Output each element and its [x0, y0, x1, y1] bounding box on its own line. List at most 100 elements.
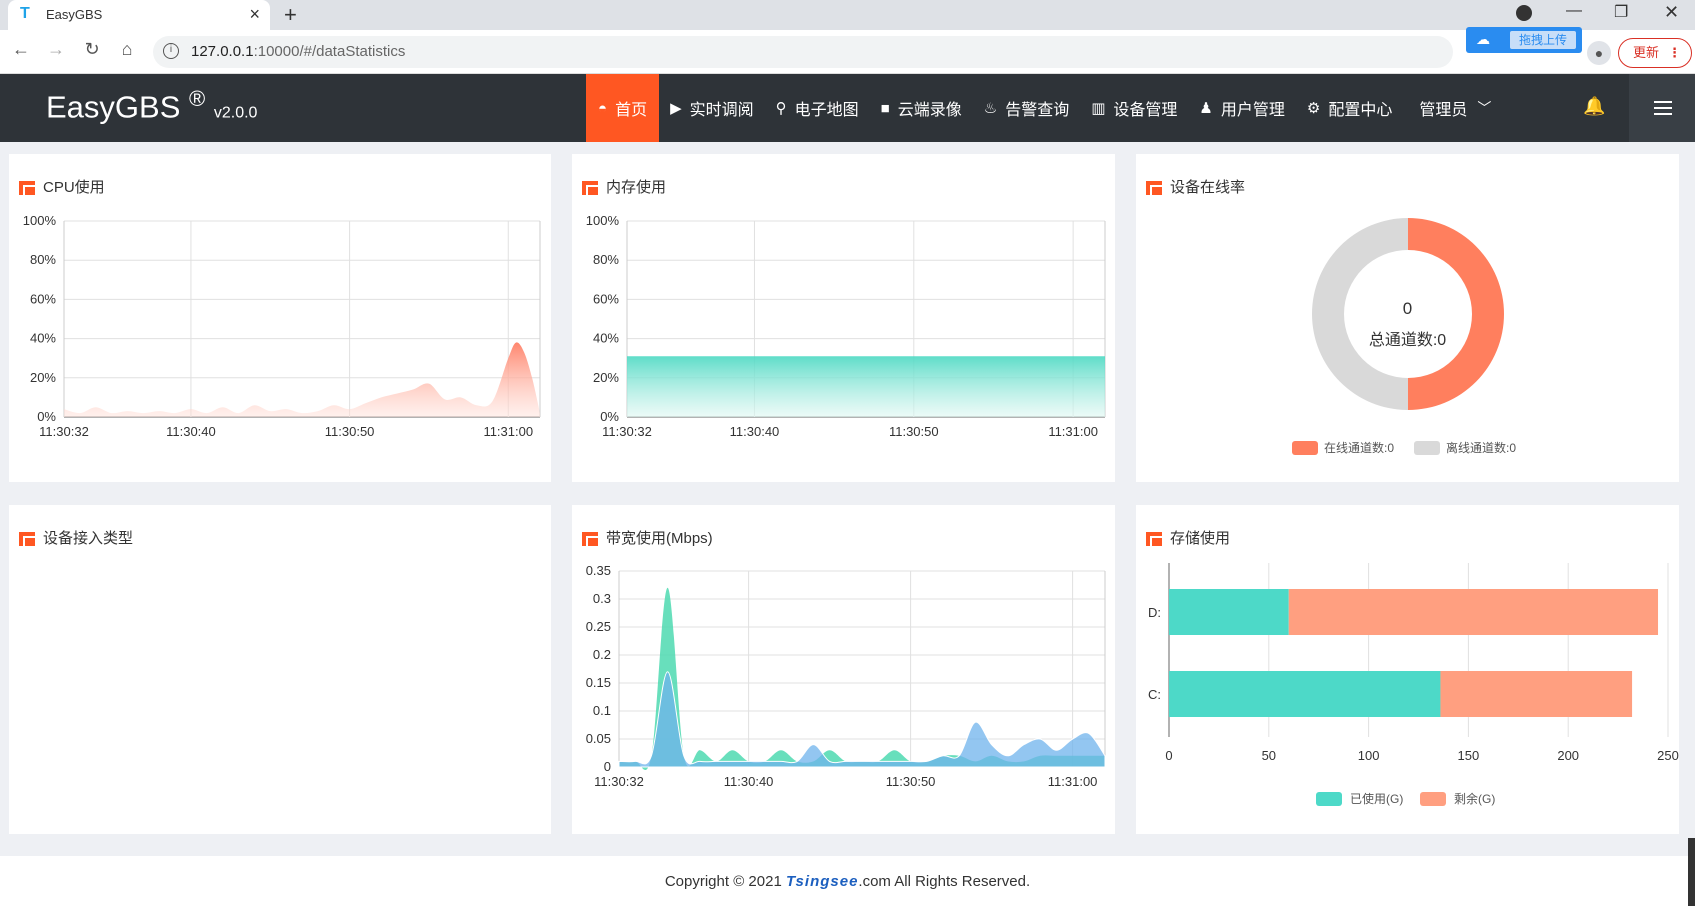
scrollbar-thumb[interactable] [1688, 838, 1695, 906]
nav-label: 首页 [615, 102, 648, 119]
cpu-chart: 0% 20% 40% 60% 80% 100% 11:30:32 11:30:40 11:30:… [23, 213, 541, 439]
y-tick-label: 0.2 [593, 647, 611, 662]
memory-title: 内存使用 [606, 179, 667, 196]
storage-title: 存储使用 [1170, 530, 1231, 547]
y-tick-label: 0 [604, 759, 611, 774]
nav-live-view[interactable]: ▶ 实时调阅 [659, 74, 765, 142]
offline-slice [1312, 218, 1408, 410]
legend-label: 离线通道数:0 [1446, 440, 1516, 455]
x-tick-label: 100 [1358, 748, 1380, 763]
y-tick-label: 60% [593, 291, 619, 306]
device-icon: ▥ [1091, 100, 1106, 117]
close-tab-icon[interactable]: × [249, 4, 260, 24]
nav-home[interactable]: ◓ 首页 [586, 74, 660, 142]
restore-icon[interactable]: ❐ [1614, 4, 1629, 21]
hamburger-menu-button[interactable] [1629, 74, 1695, 142]
x-tick-label: 0 [1165, 748, 1172, 763]
profile-menu-icon[interactable] [1516, 5, 1532, 21]
y-tick-label: 0.3 [593, 591, 611, 606]
nav-map[interactable]: ⚲ 电子地图 [765, 74, 870, 142]
x-tick-label: 11:30:32 [594, 774, 644, 789]
forward-icon[interactable]: → [47, 39, 65, 59]
update-button[interactable]: 更新 ⋮ [1618, 38, 1692, 68]
remaining-bar [1440, 671, 1633, 717]
copyright-text: Copyright © 2021 Tsingsee.com All Rights… [0, 873, 1695, 890]
nav-label: 用户管理 [1220, 102, 1285, 119]
browser-toolbar: ← → ↻ ⌂ i 127.0.0.1:10000/#/dataStatisti… [0, 30, 1695, 74]
nav-label: 配置中心 [1328, 102, 1393, 119]
y-tick-label: 0.1 [593, 703, 611, 718]
online-rate-panel: 设备在线率 在线通道数:0 离线通道数:0 0 总通道数:0 [1136, 154, 1679, 482]
home-icon[interactable]: ⌂ [121, 39, 133, 59]
app-logo[interactable]: EasyGBS ® v2.0.0 [46, 86, 257, 125]
app-version: v2.0.0 [213, 104, 258, 122]
chevron-down-icon: ﹀ [1477, 100, 1492, 116]
nav-config-center[interactable]: ⚙ 配置中心 [1296, 74, 1403, 142]
easygbs-favicon-icon: T [20, 5, 30, 22]
address-bar[interactable]: i 127.0.0.1:10000/#/dataStatistics [153, 36, 1453, 68]
nav-device-management[interactable]: ▥ 设备管理 [1080, 74, 1188, 142]
nav-label: 电子地图 [794, 102, 859, 119]
x-tick-label: 11:30:50 [325, 424, 375, 439]
nav-alarm-query[interactable]: ♨ 告警查询 [973, 74, 1080, 142]
x-tick-label: 11:30:40 [166, 424, 216, 439]
panel-title-icon [582, 179, 598, 195]
brand-logo[interactable]: Tsingsee [785, 873, 859, 890]
y-tick-label: 0.35 [586, 563, 611, 578]
user-icon: ♟ [1199, 100, 1213, 117]
new-tab-icon[interactable]: + [284, 2, 297, 27]
bell-icon[interactable]: 🔔 [1583, 96, 1606, 116]
cpu-panel: CPU使用 0% 20% 40% 60% 80% 100% 11:30:32 11:30:40… [9, 154, 551, 482]
user-menu[interactable]: 管理员 ﹀ [1403, 74, 1502, 142]
back-icon[interactable]: ← [12, 39, 30, 59]
panel-title: 存储使用 [1146, 527, 1230, 548]
reload-icon[interactable]: ↻ [84, 39, 100, 59]
bandwidth-chart: 0 0.05 0.1 0.15 0.2 0.25 0.3 0.35 11:30:32 11:30:… [586, 563, 1106, 789]
panel-title-icon [19, 179, 35, 195]
legend-swatch [1292, 441, 1318, 455]
browser-tab-strip: T EasyGBS × + — ❐ ✕ [0, 0, 1695, 30]
cpu-area [64, 342, 540, 417]
storage-panel: 存储使用 0 50 100 150 200 250 D: C: 已使用(G) 剩余(G) [1136, 505, 1679, 834]
nav-cloud-recording[interactable]: ■ 云端录像 [870, 74, 973, 142]
used-bar [1169, 589, 1289, 635]
y-tick-label: 0% [37, 409, 56, 424]
copyright-suffix: .com All Rights Reserved. [858, 873, 1031, 890]
panel-title-icon [1146, 179, 1162, 195]
x-tick-label: 11:30:32 [602, 424, 652, 439]
x-tick-label: 11:30:32 [39, 424, 89, 439]
panel-title: 设备接入类型 [19, 527, 133, 548]
window-close-icon[interactable]: ✕ [1664, 2, 1680, 22]
nav-label: 云端录像 [897, 102, 962, 119]
legend-label: 已使用(G) [1350, 791, 1403, 806]
memory-chart: 0% 20% 40% 60% 80% 100% 11:30:32 11:30:40 11:30:… [586, 213, 1106, 439]
upload-extension-label: 拖拽上传 [1510, 31, 1576, 49]
access-type-title: 设备接入类型 [43, 530, 134, 547]
menu-bar [1654, 107, 1672, 109]
x-tick-label: 11:30:50 [889, 424, 939, 439]
menu-bar [1654, 113, 1672, 115]
x-tick-label: 150 [1458, 748, 1480, 763]
site-info-icon[interactable]: i [163, 43, 179, 59]
online-slice [1408, 218, 1504, 410]
main-nav: ◓ 首页 ▶ 实时调阅 ⚲ 电子地图 ■ 云端录像 ♨ 告警查询 ▥ 设备管理 ♟ 用户管理 … [586, 74, 1502, 142]
panel-title-icon [1146, 530, 1162, 546]
update-label: 更新 [1633, 45, 1660, 60]
memory-area [627, 356, 1105, 417]
logo-text: EasyGBS [46, 89, 181, 125]
panel-title: 设备在线率 [1146, 176, 1245, 197]
legend-label: 剩余(G) [1454, 791, 1495, 806]
gear-icon: ⚙ [1306, 100, 1321, 117]
upload-extension-button[interactable]: ☁ 拖拽上传 [1466, 27, 1582, 53]
minimize-icon[interactable]: — [1566, 2, 1582, 19]
y-tick-label: D: [1148, 605, 1161, 620]
account-avatar-icon[interactable]: ● [1587, 41, 1611, 65]
nav-label: 实时调阅 [689, 102, 754, 119]
page-footer: Copyright © 2021 Tsingsee.com All Rights… [0, 856, 1695, 906]
copyright-prefix: Copyright © 2021 [664, 873, 786, 890]
nav-user-management[interactable]: ♟ 用户管理 [1188, 74, 1295, 142]
y-tick-label: 0.25 [586, 619, 611, 634]
access-type-panel: 设备接入类型 [9, 505, 551, 834]
browser-tab[interactable]: T EasyGBS × [8, 0, 270, 30]
play-icon: ▶ [670, 100, 682, 117]
